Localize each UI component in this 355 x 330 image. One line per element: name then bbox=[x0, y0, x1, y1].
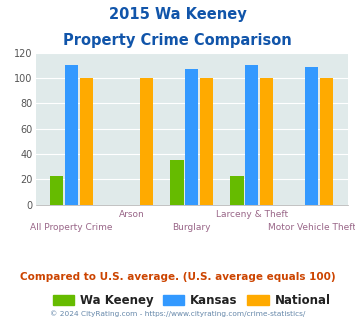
Text: Property Crime Comparison: Property Crime Comparison bbox=[63, 33, 292, 48]
Text: 2015 Wa Keeney: 2015 Wa Keeney bbox=[109, 7, 246, 21]
Bar bbox=[305, 67, 318, 205]
Bar bbox=[65, 65, 78, 205]
Bar bbox=[320, 78, 333, 205]
Bar bbox=[140, 78, 153, 205]
Bar bbox=[200, 78, 213, 205]
Bar bbox=[50, 176, 64, 205]
Text: Larceny & Theft: Larceny & Theft bbox=[216, 210, 288, 218]
Bar bbox=[245, 65, 258, 205]
Text: Arson: Arson bbox=[119, 210, 144, 218]
Legend: Wa Keeney, Kansas, National: Wa Keeney, Kansas, National bbox=[48, 289, 335, 312]
Text: Burglary: Burglary bbox=[173, 223, 211, 232]
Bar bbox=[260, 78, 273, 205]
Text: Motor Vehicle Theft: Motor Vehicle Theft bbox=[268, 223, 355, 232]
Bar bbox=[80, 78, 93, 205]
Text: © 2024 CityRating.com - https://www.cityrating.com/crime-statistics/: © 2024 CityRating.com - https://www.city… bbox=[50, 310, 305, 317]
Text: Compared to U.S. average. (U.S. average equals 100): Compared to U.S. average. (U.S. average … bbox=[20, 272, 335, 282]
Text: All Property Crime: All Property Crime bbox=[30, 223, 113, 232]
Bar bbox=[185, 69, 198, 205]
Bar bbox=[170, 160, 184, 205]
Bar bbox=[230, 176, 244, 205]
